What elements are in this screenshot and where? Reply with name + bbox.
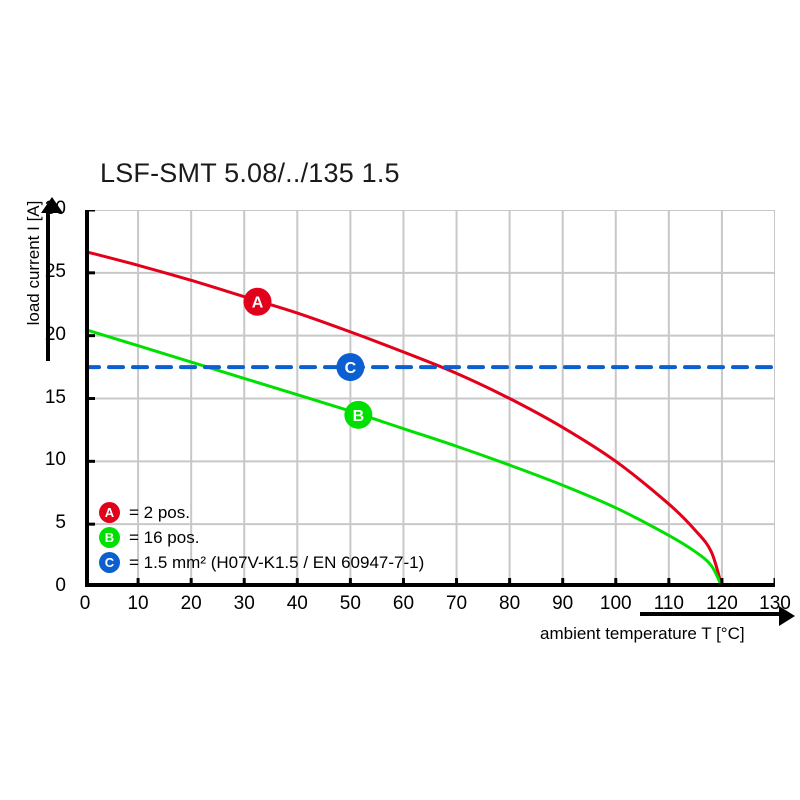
y-axis-label-group: load current I [A] xyxy=(6,197,63,365)
x-tick-label: 10 xyxy=(127,593,149,614)
marker-label-B: B xyxy=(353,408,365,425)
x-axis-label: ambient temperature T [°C] xyxy=(540,624,745,643)
y-tick-label: 0 xyxy=(55,575,66,596)
plot-marker-C: C xyxy=(336,353,365,382)
x-tick-label: 110 xyxy=(653,593,684,614)
marker-circle-C xyxy=(336,353,365,382)
x-tick-label: 80 xyxy=(499,593,521,614)
legend-label-B: = 16 pos. xyxy=(129,527,200,547)
x-tick-label: 40 xyxy=(286,593,308,614)
legend-marker-A: A xyxy=(99,502,120,523)
marker-circle-B xyxy=(344,400,373,429)
x-tick-label: 0 xyxy=(79,593,91,614)
x-tick-label: 100 xyxy=(599,593,632,614)
y-axis-arrow-icon xyxy=(41,197,63,361)
plot-marker-B: B xyxy=(344,400,373,429)
y-tick-label: 10 xyxy=(44,449,66,471)
y-tick-label: 30 xyxy=(44,198,66,219)
x-tick-label: 90 xyxy=(552,593,574,614)
x-tick-label: 60 xyxy=(392,593,415,614)
legend-item-C: C = 1.5 mm² (H07V-K1.5 / EN 60947-7-1) xyxy=(99,550,424,575)
legend-item-B: B = 16 pos. xyxy=(99,525,424,550)
page-title: LSF-SMT 5.08/../135 1.5 xyxy=(100,158,400,188)
x-tick-label: 20 xyxy=(180,593,202,614)
y-tick-label: 15 xyxy=(44,386,66,408)
x-tick-label: 120 xyxy=(706,593,738,614)
legend-marker-C: C xyxy=(99,552,120,573)
legend-label-A: = 2 pos. xyxy=(129,502,190,522)
x-tick-label: 70 xyxy=(445,593,468,614)
x-axis-arrow-icon xyxy=(640,606,795,626)
marker-label-C: C xyxy=(345,360,357,377)
series-line-A xyxy=(85,249,724,587)
plot-marker-A: A xyxy=(243,287,272,316)
legend-item-A: A = 2 pos. xyxy=(99,500,424,525)
x-tick-label: 30 xyxy=(233,593,255,614)
x-tick-label: 50 xyxy=(339,593,361,614)
legend-label-C: = 1.5 mm² (H07V-K1.5 / EN 60947-7-1) xyxy=(129,552,425,572)
marker-label-A: A xyxy=(252,295,264,312)
chart-legend: A = 2 pos. B = 16 pos. C = 1.5 mm² (H07V-K1.5… xyxy=(99,500,424,575)
x-tick-label: 130 xyxy=(759,593,791,614)
chart-canvas: ABC xyxy=(85,210,775,587)
y-tick-label: 5 xyxy=(55,512,66,534)
y-tick-label: 20 xyxy=(44,323,66,345)
marker-circle-A xyxy=(243,287,272,316)
x-axis-label-group: ambient temperature T [°C] xyxy=(540,606,795,658)
grid-lines xyxy=(85,210,775,587)
y-tick-label: 25 xyxy=(44,260,66,282)
legend-marker-B: B xyxy=(99,527,120,548)
